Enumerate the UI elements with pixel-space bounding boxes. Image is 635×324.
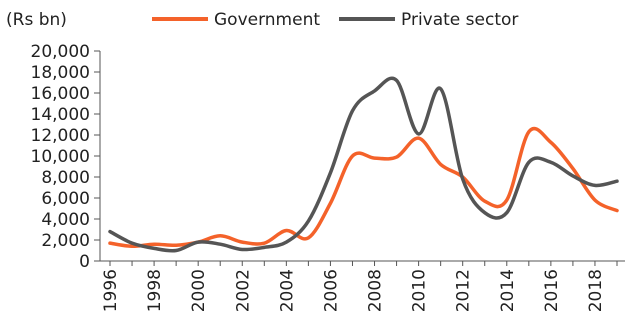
- x-tick-label: 2006: [321, 269, 341, 312]
- x-tick-label: 2008: [366, 269, 386, 312]
- x-tick-label: 2004: [277, 269, 297, 312]
- legend: Government Private sector: [152, 10, 518, 30]
- x-tick-label: 2012: [454, 269, 474, 312]
- y-tick-label: 10,000: [31, 147, 90, 167]
- y-tick-label: 20,000: [31, 42, 90, 62]
- x-axis: 1996 1998 2000 2002 2004 2006 2008 2010 2012 2014…: [100, 260, 625, 312]
- series-line-private-sector: [108, 76, 619, 253]
- y-tick-label: 12,000: [31, 126, 90, 146]
- x-tick-label: 2000: [189, 269, 209, 312]
- series-line-government: [108, 126, 619, 249]
- x-tick-label: 1998: [145, 269, 165, 312]
- y-tick-label: 4,000: [41, 210, 90, 230]
- y-unit-label: (Rs bn): [6, 10, 67, 30]
- y-tick-label: 8,000: [41, 168, 90, 188]
- y-tick-label: 18,000: [31, 63, 90, 83]
- y-axis: 02,0004,0006,0008,00010,00012,00014,0001…: [31, 42, 101, 272]
- y-tick-label: 6,000: [41, 189, 90, 209]
- series-lines: [108, 76, 619, 253]
- x-tick-label: 1996: [101, 269, 121, 312]
- x-tick-label: 2018: [586, 269, 606, 312]
- y-tick-label: 14,000: [31, 105, 90, 125]
- x-tick-label: 2014: [498, 269, 518, 312]
- legend-label-government: Government: [214, 10, 320, 30]
- y-tick-label: 16,000: [31, 84, 90, 104]
- x-tick-label: 2016: [542, 269, 562, 312]
- y-tick-label: 0: [79, 252, 90, 272]
- legend-label-private-sector: Private sector: [401, 10, 518, 30]
- y-tick-label: 2,000: [41, 231, 90, 251]
- x-tick-label: 2010: [410, 269, 430, 312]
- x-tick-label: 2002: [233, 269, 253, 312]
